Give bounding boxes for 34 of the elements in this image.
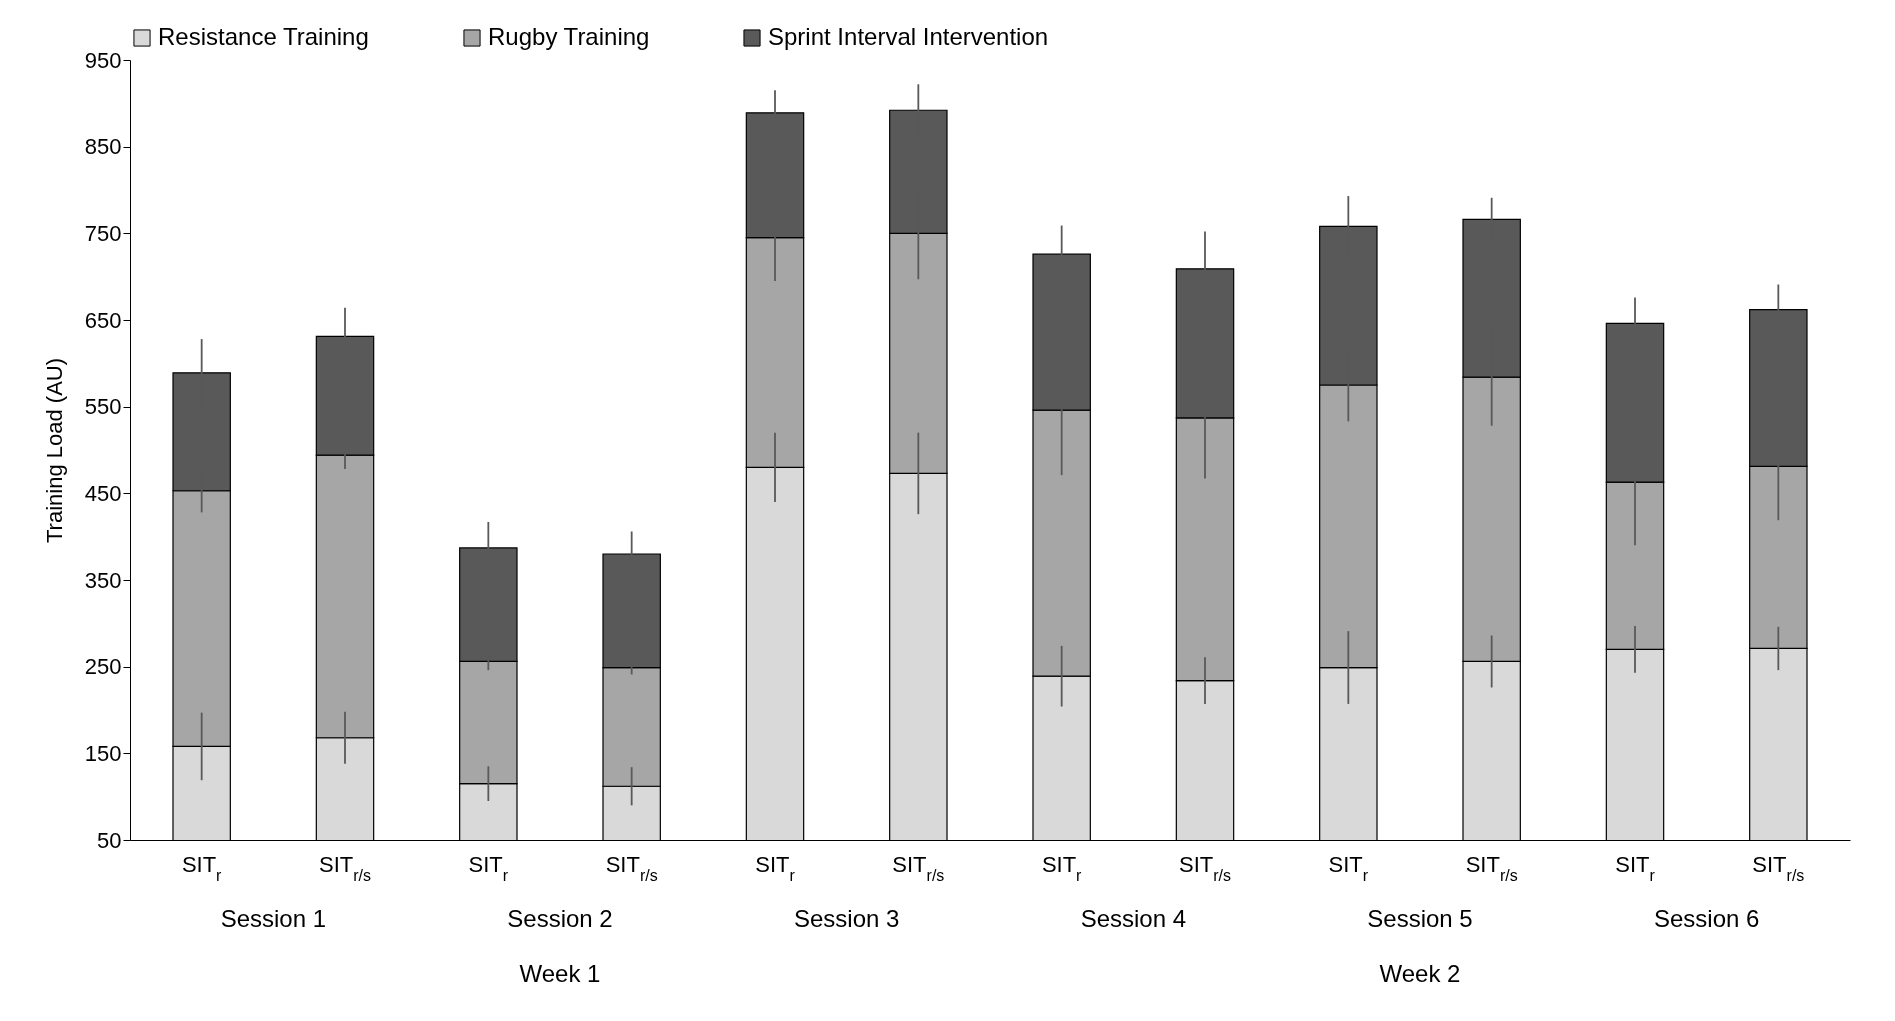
x-tick-label: SIT$_{r/s}$ [605,851,658,883]
text: Session 1 [220,905,327,932]
y-tick-label: 250 [84,654,122,680]
text: Week 1 [519,960,601,987]
y-tick-label: 350 [84,567,122,593]
y-tick-label: 650 [84,307,122,333]
x-tick-label: SIT$_{r}$ [755,851,796,883]
x-tick-label: SIT$_{r/s}$ [1752,851,1805,883]
legend-label: Resistance Training [158,23,369,50]
y-tick-label: 550 [84,394,122,420]
y-tick-label: 150 [84,740,122,766]
legend-label: Rugby Training [488,23,650,50]
text: Session 2 [507,905,613,932]
y-tick-label: 450 [84,480,122,506]
x-tick-label: SIT$_{r}$ [1615,851,1656,883]
text: Session 6 [1653,905,1760,932]
y-tick-label: 850 [84,134,122,160]
y-tick-label: 750 [84,220,122,246]
text: Session 5 [1367,905,1473,932]
x-tick-label: SIT$_{r/s}$ [1465,851,1518,883]
y-tick-label: 50 [97,827,122,853]
x-tick-label: SIT$_{r/s}$ [1178,851,1232,883]
legend-label: Sprint Interval Intervention [768,23,1049,50]
text: Week 2 [1379,960,1461,987]
y-tick-label: 950 [84,47,122,73]
x-tick-label: SIT$_{r}$ [181,851,223,883]
text: Session 3 [793,905,900,932]
x-tick-label: SIT$_{r}$ [1328,851,1369,883]
text: Session 4 [1080,905,1187,932]
x-tick-label: SIT$_{r/s}$ [892,851,945,883]
x-tick-label: SIT$_{r/s}$ [318,851,372,883]
x-tick-label: SIT$_{r}$ [1041,851,1083,883]
x-tick-label: SIT$_{r}$ [468,851,509,883]
y-axis-title: Training Load (AU) [41,357,67,544]
